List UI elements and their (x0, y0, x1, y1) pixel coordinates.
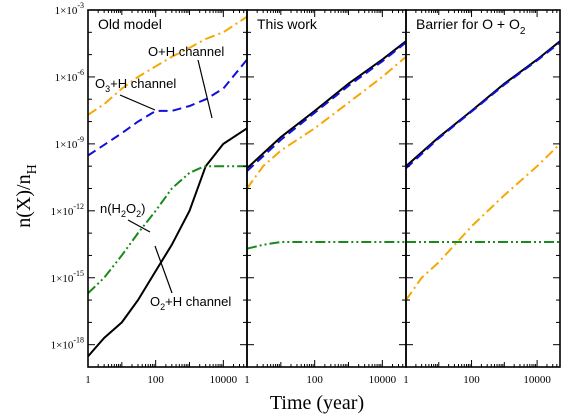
y-tick-label-base: 1×10 (55, 139, 78, 151)
x-tick-label: 10000 (210, 374, 238, 386)
panel-title-main: Old model (98, 16, 162, 32)
panel-frame (87, 9, 248, 368)
series-line-3 (247, 56, 406, 190)
annotation-2: O3+H channel (95, 76, 176, 94)
y-tick-label-exp: -18 (73, 336, 84, 345)
series-line-1 (88, 127, 247, 358)
y-tick-label: 1×10-6 (55, 68, 84, 84)
y-tick-label: 1×10-9 (55, 135, 84, 151)
annotation-rest: +H channel (110, 76, 176, 91)
series-line-2 (247, 41, 406, 172)
y-axis-label-main: n(X)/n (13, 174, 35, 227)
panel-title-main: This work (257, 16, 318, 32)
annotation-rest: O (126, 201, 136, 216)
annotation-pointer-3 (127, 219, 151, 233)
plot-area: 1 100 10000 Old model 1 100 10000 This work 1 100… (51, 1, 561, 386)
panel-2: 1 100 10000 This work (244, 9, 407, 386)
x-tick-label: 1 (403, 374, 409, 386)
series-line-2 (406, 41, 560, 170)
y-tick-label-exp: -9 (77, 135, 84, 144)
panel-1: 1 100 10000 Old model (85, 9, 248, 386)
panel-title: Old model (98, 16, 162, 32)
annotation-sub: 3 (105, 84, 110, 94)
annotation-text: n(H (100, 201, 121, 216)
x-tick-label: 1 (85, 374, 91, 386)
x-tick-label: 100 (463, 374, 480, 386)
annotation-pointer-2 (119, 94, 156, 111)
y-tick-label: 1×10-18 (51, 336, 84, 352)
x-tick-label: 10000 (523, 374, 551, 386)
annotation-text: O (95, 76, 105, 91)
y-tick-label-base: 1×10 (55, 72, 78, 84)
series-line-2 (88, 58, 247, 157)
panel-frame (246, 9, 407, 368)
annotation-3: n(H2O2) (100, 201, 145, 219)
x-tick-label: 100 (306, 374, 323, 386)
annotation-sub2: 2 (136, 209, 141, 219)
y-tick-label-exp: -12 (73, 202, 84, 211)
y-tick-label-base: 1×10 (51, 273, 74, 285)
annotation-pointer-1 (197, 59, 213, 119)
x-axis-label: Time (year) (270, 392, 364, 414)
y-tick-label-exp: -6 (77, 68, 84, 77)
annotation-text: O (150, 294, 160, 309)
x-tick-label: 100 (147, 374, 164, 386)
annotation-sub: 2 (160, 302, 165, 312)
series-line-4 (88, 165, 247, 295)
y-tick-label-exp: -3 (77, 1, 84, 10)
x-tick-label: 10000 (369, 374, 397, 386)
panel-3: 1 100 10000 Barrier for O + O2 (403, 9, 561, 386)
series-line-3 (88, 15, 247, 116)
y-axis-label-sub: H (25, 164, 40, 174)
panel-frame (405, 9, 561, 368)
x-tick-label: 1 (244, 374, 250, 386)
y-tick-label-base: 1×10 (55, 5, 78, 17)
series-line-3 (406, 143, 560, 301)
y-tick-label-exp: -15 (73, 269, 84, 278)
panel-title-sub: 2 (520, 26, 526, 37)
panel-title: Barrier for O + O2 (416, 16, 526, 37)
series-line-1 (247, 40, 406, 170)
annotation-1: O+H channel (148, 44, 224, 59)
y-tick-label-base: 1×10 (51, 206, 74, 218)
y-tick-label: 1×10-12 (51, 202, 84, 218)
y-tick-label: 1×10-3 (55, 1, 84, 17)
y-axis-label: n(X)/nH (13, 164, 40, 227)
panel-title-main: Barrier for O + O (416, 16, 520, 32)
annotation-tail: ) (141, 201, 145, 216)
annotation-text: O+H channel (148, 44, 224, 59)
series-line-4 (247, 241, 406, 250)
annotation-rest: +H channel (165, 294, 231, 309)
annotation-sub: 2 (121, 209, 126, 219)
annotation-4: O2+H channel (150, 294, 231, 312)
y-tick-label-base: 1×10 (51, 340, 74, 352)
panel-title: This work (257, 16, 318, 32)
y-tick-label: 1×10-15 (51, 269, 84, 285)
annotation-pointer-4 (154, 245, 173, 294)
